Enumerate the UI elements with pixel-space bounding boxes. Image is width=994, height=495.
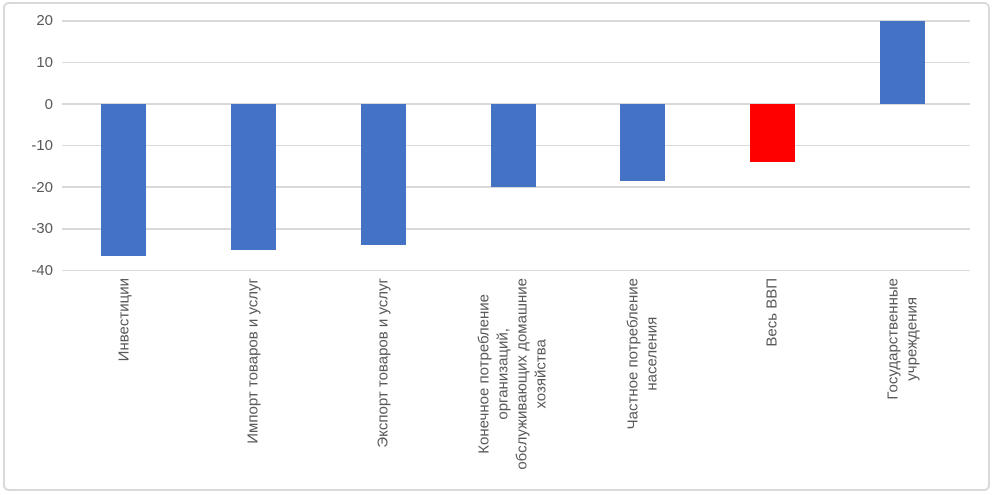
x-axis-category-label: Экспорт товаров и услуг [374, 278, 393, 448]
y-axis-tick-label: 20 [36, 12, 53, 30]
chart-area: 20 10 0 -10 -20 -30 -40 Инвестиции Импорт товар… [3, 2, 990, 491]
gridline [62, 186, 970, 188]
x-axis-category-label-line: Конечное потребление [476, 293, 493, 454]
x-axis-category-label: Государственные учреждения [883, 278, 921, 400]
x-axis-category-label: Импорт товаров и услуг [244, 278, 263, 444]
gridline [62, 61, 970, 64]
bar-2 [360, 104, 406, 246]
bar-6 [879, 20, 925, 104]
y-axis-tick-label: -40 [31, 261, 53, 279]
gridline [62, 269, 970, 272]
x-axis-category-label: Весь ВВП [763, 278, 782, 347]
x-axis-category-label: Конечное потребление организаций, обслужив… [475, 278, 551, 470]
x-axis-category-label-line: Частное потребление [624, 278, 642, 430]
x-axis-category-label-line: Импорт товаров и услуг [245, 278, 263, 444]
y-axis-tick-label: -10 [31, 137, 53, 155]
bar-3 [490, 104, 536, 188]
y-axis-tick-label: 10 [36, 53, 53, 71]
y-axis-tick-label: 0 [44, 95, 53, 113]
x-axis-category-label: Частное потребление населения [624, 278, 662, 429]
x-axis-category-label-line: хозяйства [533, 339, 550, 409]
bar-4 [620, 104, 666, 181]
x-axis-category-label-line: Экспорт товаров и услуг [374, 278, 392, 448]
y-axis-tick-label: -20 [31, 178, 53, 196]
x-axis-category-label-line: Весь ВВП [763, 278, 781, 347]
y-axis-tick-label: -30 [31, 220, 53, 238]
x-axis-category-label-line: Государственные [884, 278, 902, 400]
gridline [62, 228, 970, 230]
x-axis-category-label: Инвестиции [114, 278, 133, 361]
x-axis-category-label-line: населения [643, 316, 661, 391]
x-axis-category-label-line: Инвестиции [115, 278, 133, 362]
x-axis-category-label-line: учреждения [903, 296, 921, 381]
bar-5 [749, 104, 795, 163]
bar-0 [101, 104, 147, 256]
gridline [62, 20, 970, 22]
bar-1 [231, 104, 277, 250]
x-axis-category-label-line: обслуживающих домашние [514, 278, 531, 470]
x-axis-category-label-line: организаций, [495, 328, 512, 420]
